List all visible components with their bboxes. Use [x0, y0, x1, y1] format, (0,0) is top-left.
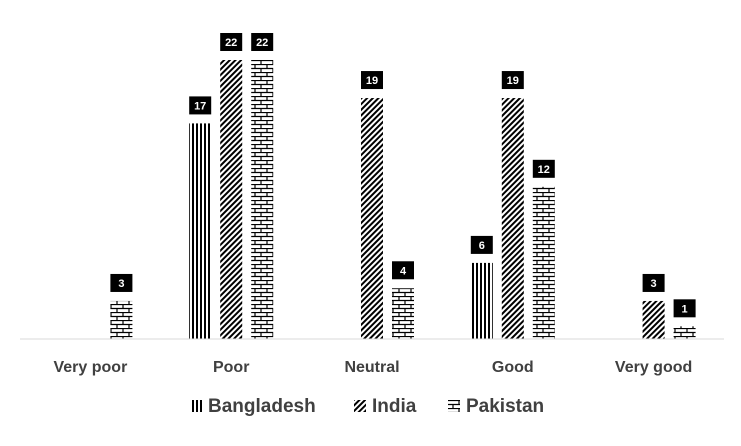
legend-label-india: India: [372, 396, 417, 417]
bar-pakistan-neutral: [392, 288, 414, 339]
data-label-box-india-neutral: [361, 71, 383, 90]
bar-bangladesh-poor: [189, 123, 212, 339]
data-label-box-pakistan-good: [532, 159, 555, 178]
bar-india-neutral: [361, 98, 383, 339]
bar-pakistan-good: [532, 186, 555, 339]
data-label-box-pakistan-very-poor: [110, 273, 133, 292]
bar-bangladesh-good: [470, 262, 493, 339]
data-label-bangladesh-good: 6: [479, 240, 485, 252]
data-label-india-good: 19: [507, 75, 519, 87]
data-label-india-very-good: 3: [651, 278, 657, 290]
legend-swatch-pakistan: [448, 400, 460, 412]
legend: Bangladesh India Pakistan: [190, 396, 544, 417]
bar-pakistan-poor: [251, 60, 274, 339]
legend-label-bangladesh: Bangladesh: [208, 396, 316, 417]
data-label-pakistan-neutral: 4: [400, 265, 407, 277]
legend-swatch-bangladesh: [190, 400, 202, 412]
x-tick-label-good: Good: [492, 359, 534, 376]
data-label-india-neutral: 19: [366, 75, 378, 87]
bar-india-good: [501, 98, 524, 339]
data-label-box-india-good: [501, 71, 524, 90]
data-label-pakistan-poor: 22: [256, 37, 268, 49]
x-tick-label-poor: Poor: [213, 359, 249, 376]
data-label-box-pakistan-poor: [251, 33, 274, 51]
bar-pakistan-very-good: [673, 326, 696, 339]
data-label-pakistan-good: 12: [538, 164, 550, 176]
data-label-box-bangladesh-good: [470, 235, 493, 254]
data-label-box-pakistan-neutral: [392, 261, 414, 280]
legend-label-pakistan: Pakistan: [466, 396, 544, 417]
bar-india-very-good: [642, 300, 665, 339]
data-label-pakistan-very-good: 1: [682, 303, 688, 315]
x-tick-label-very-good: Very good: [615, 359, 692, 376]
data-label-pakistan-very-poor: 3: [118, 278, 124, 290]
data-label-box-india-very-good: [642, 273, 665, 292]
legend-swatch-india: [354, 400, 366, 412]
data-label-box-bangladesh-poor: [189, 96, 212, 115]
data-label-box-india-poor: [220, 33, 243, 51]
data-label-india-poor: 22: [225, 37, 237, 49]
data-labels-layer: 3 17 22 22 19 4 6 19 12 3 1: [110, 33, 696, 318]
bar-india-poor: [220, 60, 243, 339]
bars-layer: [110, 60, 696, 339]
data-label-bangladesh-poor: 17: [194, 100, 206, 112]
x-tick-labels: Very poor Poor Neutral Good Very good: [53, 359, 692, 376]
x-tick-label-very-poor: Very poor: [53, 359, 127, 376]
bar-pakistan-very-poor: [110, 300, 133, 339]
data-label-box-pakistan-very-good: [673, 299, 696, 318]
x-tick-label-neutral: Neutral: [344, 359, 399, 376]
